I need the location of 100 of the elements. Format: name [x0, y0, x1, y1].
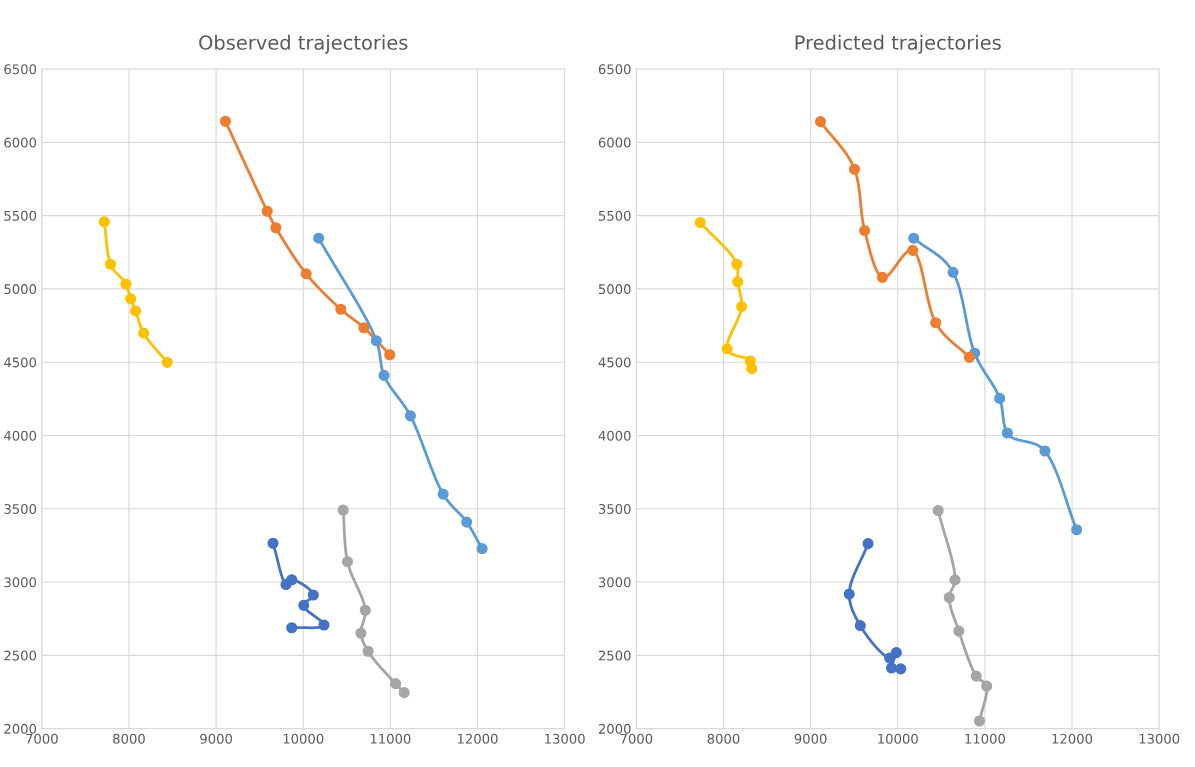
chart-title: Predicted trajectories [795, 34, 1001, 54]
point [721, 343, 733, 355]
y-tick-label: 3500 [4, 504, 37, 514]
point [437, 488, 449, 500]
point [378, 369, 390, 381]
y-tick-label: 3000 [4, 577, 37, 588]
point [261, 205, 273, 217]
point [746, 363, 758, 375]
y-tick-label: 6000 [4, 137, 37, 148]
y-tick-label: 5000 [598, 284, 631, 295]
point [358, 322, 370, 334]
x-tick-label: 12000 [457, 733, 498, 744]
point [161, 356, 173, 368]
y-tick-label: 6500 [598, 64, 631, 75]
point [854, 620, 866, 632]
point [736, 301, 748, 313]
point [359, 604, 371, 616]
y-tick-label: 4000 [598, 430, 631, 441]
point [973, 715, 986, 727]
point [461, 516, 473, 528]
y-tick-label: 3000 [598, 577, 631, 588]
y-tick-label: 6000 [598, 137, 631, 148]
point [843, 588, 855, 600]
point [932, 504, 944, 517]
y-tick-label: 2000 [4, 723, 37, 734]
x-tick-label: 13000 [545, 733, 585, 744]
x-tick-label: 10000 [878, 733, 918, 744]
point [370, 335, 382, 347]
point [1039, 445, 1051, 457]
x-tick-label: 11000 [370, 733, 411, 744]
point [337, 504, 349, 516]
point [732, 276, 744, 288]
point [953, 625, 965, 637]
x-tick-label: 8000 [707, 733, 740, 744]
point [970, 670, 982, 682]
x-tick-label: 7000 [26, 733, 58, 744]
point [963, 351, 975, 363]
x-tick-label: 12000 [1052, 733, 1093, 744]
x-tick-label: 9000 [794, 733, 827, 744]
point [219, 115, 231, 127]
point [125, 293, 137, 305]
point [859, 225, 871, 237]
y-tick-label: 2500 [598, 650, 631, 661]
point [731, 258, 743, 270]
point [862, 538, 874, 550]
point [105, 258, 117, 270]
point [907, 244, 919, 256]
point [947, 266, 959, 278]
point [476, 543, 488, 555]
y-tick-label: 5500 [4, 210, 37, 221]
chart-title: Observed trajectories [199, 34, 408, 54]
x-tick-label: 11000 [965, 733, 1005, 744]
y-tick-label: 4500 [598, 357, 631, 368]
point [390, 678, 402, 690]
point [981, 680, 993, 692]
x-tick-label: 10000 [283, 733, 324, 744]
point [267, 537, 279, 549]
point [98, 216, 110, 228]
x-tick-label: 8000 [113, 733, 145, 744]
point [848, 163, 861, 175]
point [814, 116, 827, 128]
point [398, 687, 410, 699]
point [286, 622, 298, 634]
y-tick-label: 2000 [598, 723, 631, 734]
point [994, 392, 1006, 404]
y-tick-label: 4000 [4, 430, 37, 441]
y-tick-label: 3500 [598, 504, 631, 514]
point [876, 271, 888, 283]
point [313, 232, 325, 244]
point [355, 627, 367, 639]
point [335, 303, 347, 315]
point [943, 591, 955, 604]
point [286, 574, 298, 586]
point [949, 574, 961, 586]
x-tick-label: 7000 [620, 733, 653, 744]
point [362, 645, 374, 657]
point [307, 589, 319, 601]
point [886, 662, 898, 674]
point [130, 305, 142, 317]
y-tick-label: 5000 [4, 284, 37, 295]
point [270, 222, 282, 234]
point [908, 232, 920, 244]
y-tick-label: 4500 [4, 357, 37, 368]
point [138, 327, 150, 339]
point [298, 599, 310, 611]
point [930, 317, 942, 329]
point [341, 556, 354, 568]
point [318, 619, 330, 631]
point [300, 268, 312, 280]
y-tick-label: 5500 [598, 210, 631, 221]
y-tick-label: 2500 [4, 650, 37, 661]
point [1001, 427, 1013, 439]
point [890, 647, 902, 659]
point [120, 278, 132, 290]
point [694, 216, 706, 229]
point [895, 663, 907, 675]
point [384, 349, 396, 361]
point [404, 410, 416, 422]
x-tick-label: 9000 [200, 733, 233, 744]
x-tick-label: 13000 [1139, 733, 1180, 744]
